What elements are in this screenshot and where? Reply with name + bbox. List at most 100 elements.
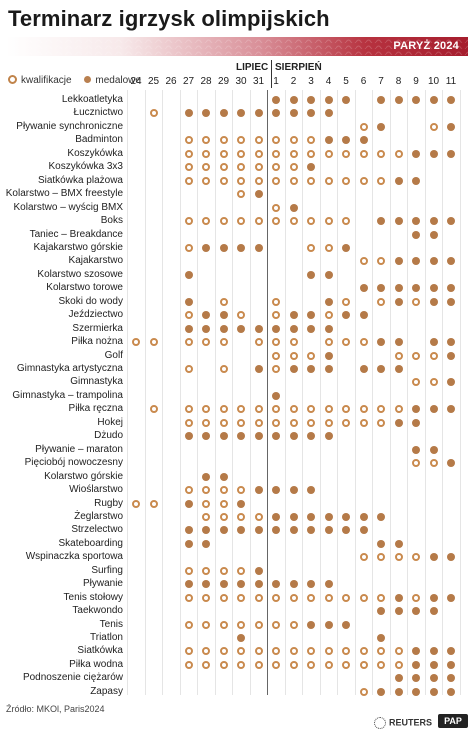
medal-mark bbox=[289, 365, 298, 373]
medal-mark bbox=[359, 526, 368, 535]
medal-mark bbox=[254, 109, 263, 118]
medal-mark bbox=[394, 539, 403, 548]
sport-row: Boks bbox=[0, 212, 474, 230]
medal-mark bbox=[412, 418, 420, 427]
medal-mark bbox=[447, 660, 455, 669]
qualification-mark bbox=[412, 378, 420, 387]
medal-mark bbox=[324, 270, 333, 279]
medal-mark bbox=[272, 96, 280, 104]
medal-mark bbox=[429, 217, 438, 226]
medal-mark bbox=[307, 109, 315, 118]
sport-label: Kajakarstwo górskie bbox=[33, 241, 123, 253]
qualification-mark bbox=[272, 593, 280, 602]
sport-row: Taniec – Breakdance bbox=[0, 226, 474, 244]
day-label: 9 bbox=[413, 76, 419, 87]
qualification-mark bbox=[202, 499, 210, 508]
grid-line bbox=[197, 90, 199, 695]
sport-row: Pływanie – maraton bbox=[0, 441, 474, 459]
medal-mark bbox=[272, 432, 280, 441]
sport-row: Siatkówka bbox=[0, 642, 474, 660]
medal-mark bbox=[394, 297, 403, 306]
qualification-mark bbox=[289, 593, 298, 602]
qualification-mark bbox=[324, 243, 333, 252]
medal-mark bbox=[429, 257, 438, 266]
qualification-mark bbox=[289, 217, 298, 226]
medal-mark bbox=[429, 593, 438, 602]
sport-label: Łucznictwo bbox=[73, 107, 123, 119]
qualification-mark bbox=[219, 486, 228, 495]
qualification-mark bbox=[184, 418, 193, 427]
sport-row: Pięciobój nowoczesny bbox=[0, 454, 474, 472]
sport-row: Taekwondo bbox=[0, 602, 474, 620]
qualification-mark bbox=[184, 338, 193, 347]
qualification-mark bbox=[237, 149, 245, 158]
qualification-mark bbox=[394, 405, 403, 414]
sport-label: Pływanie – maraton bbox=[35, 443, 123, 455]
qualification-mark bbox=[219, 365, 228, 373]
qualification-mark bbox=[272, 297, 280, 306]
qualification-mark bbox=[149, 338, 158, 347]
sport-label: Piłka nożna bbox=[71, 336, 123, 348]
qualification-mark bbox=[394, 647, 403, 656]
medal-mark bbox=[289, 512, 298, 521]
qualification-mark bbox=[202, 593, 210, 602]
medal-mark bbox=[202, 539, 210, 548]
qualification-mark bbox=[307, 351, 315, 360]
medal-mark bbox=[219, 526, 228, 535]
sport-row: Lekkoatletyka bbox=[0, 91, 474, 109]
sport-label: Rugby bbox=[94, 497, 123, 509]
qualification-mark bbox=[359, 418, 368, 427]
medal-mark bbox=[307, 512, 315, 521]
qualification-mark bbox=[359, 122, 368, 131]
qualification-mark bbox=[307, 405, 315, 414]
qualification-mark bbox=[237, 217, 245, 226]
sport-row: Surfing bbox=[0, 562, 474, 580]
qualification-mark bbox=[219, 405, 228, 414]
qualification-mark bbox=[184, 405, 193, 414]
medal-mark bbox=[324, 365, 333, 373]
legend-qualification-label: kwalifikacje bbox=[21, 75, 72, 86]
qualification-mark bbox=[254, 418, 263, 427]
qualification-mark bbox=[289, 660, 298, 669]
grid-line bbox=[354, 90, 356, 695]
medal-mark bbox=[324, 109, 333, 118]
sport-label: Kolarstwo torowe bbox=[46, 282, 123, 294]
day-label: 11 bbox=[445, 76, 457, 87]
reuters-credit: REUTERS bbox=[373, 717, 432, 729]
sport-label: Skateboarding bbox=[58, 537, 124, 549]
medal-mark bbox=[289, 96, 298, 104]
medal-mark bbox=[184, 539, 193, 548]
medal-mark bbox=[359, 136, 368, 145]
grid-line bbox=[179, 90, 181, 695]
sport-label: Zapasy bbox=[90, 685, 123, 697]
medal-mark bbox=[202, 472, 210, 481]
qualification-mark bbox=[254, 620, 263, 629]
qualification-mark bbox=[219, 136, 228, 145]
qualification-mark bbox=[377, 149, 385, 158]
medal-mark bbox=[377, 365, 385, 373]
qualification-mark bbox=[324, 405, 333, 414]
medal-mark bbox=[447, 297, 455, 306]
sport-label: Gimnastyka bbox=[70, 376, 123, 388]
qualification-mark bbox=[342, 418, 350, 427]
qualification-mark bbox=[132, 499, 140, 508]
day-label: 27 bbox=[182, 76, 195, 87]
medal-mark bbox=[307, 324, 315, 333]
qualification-mark bbox=[394, 351, 403, 360]
medal-mark bbox=[447, 674, 455, 683]
sport-label: Strzelectwo bbox=[71, 524, 123, 536]
qualification-mark bbox=[412, 593, 420, 602]
grid-line bbox=[407, 90, 409, 695]
medal-mark bbox=[447, 351, 455, 360]
qualification-mark bbox=[272, 149, 280, 158]
qualification-mark bbox=[254, 660, 263, 669]
qualification-mark bbox=[219, 512, 228, 521]
qualification-mark bbox=[289, 176, 298, 185]
medal-mark bbox=[272, 486, 280, 495]
sport-label: Siatkówka bbox=[77, 645, 123, 657]
sport-label: Koszykówka bbox=[67, 147, 123, 159]
medal-mark bbox=[184, 432, 193, 441]
medal-mark bbox=[202, 324, 210, 333]
sport-label: Lekkoatletyka bbox=[61, 94, 123, 105]
qualification-mark bbox=[429, 351, 438, 360]
